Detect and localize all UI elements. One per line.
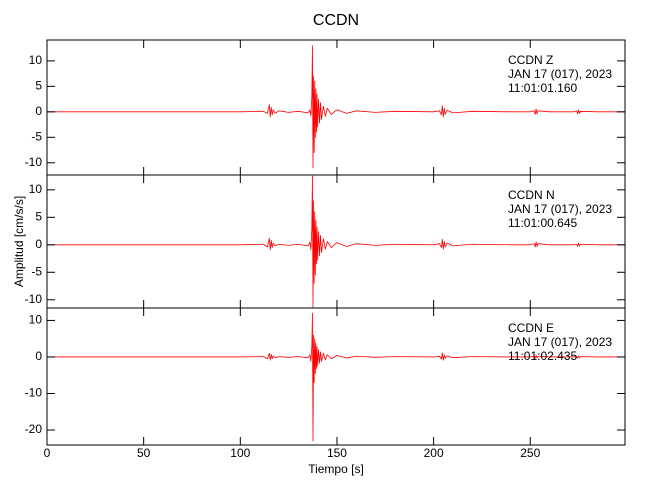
x-axis-label: Tiempo [s] bbox=[308, 462, 364, 476]
annotation: 11:01:00.645 bbox=[508, 216, 578, 230]
y-tick-label: 0 bbox=[35, 349, 42, 363]
annotation: 11:01:02.435 bbox=[508, 349, 578, 363]
panel-frame bbox=[46, 307, 626, 446]
y-tick-label: -5 bbox=[31, 129, 42, 143]
y-tick-label: 5 bbox=[35, 79, 42, 93]
y-tick-label: -10 bbox=[25, 292, 43, 306]
y-tick-label: -20 bbox=[25, 422, 43, 436]
y-tick-label: -10 bbox=[25, 386, 43, 400]
trace bbox=[47, 45, 625, 169]
y-tick-label: 10 bbox=[29, 313, 43, 327]
x-tick-label: 50 bbox=[137, 446, 151, 460]
y-tick-label: 5 bbox=[35, 209, 42, 223]
annotation: CCDN Z bbox=[508, 53, 553, 67]
x-tick-label: 100 bbox=[230, 446, 250, 460]
trace bbox=[47, 312, 625, 442]
y-tick-label: 10 bbox=[29, 53, 43, 67]
annotation: JAN 17 (017), 2023 bbox=[508, 67, 612, 81]
annotation: JAN 17 (017), 2023 bbox=[508, 202, 612, 216]
x-tick-label: 150 bbox=[327, 446, 347, 460]
chart-title: CCDN bbox=[313, 12, 359, 29]
x-tick-label: 250 bbox=[520, 446, 540, 460]
y-axis-label: Amplitud [cm/s/s] bbox=[12, 196, 26, 287]
x-tick-label: 200 bbox=[424, 446, 444, 460]
y-tick-label: 0 bbox=[35, 237, 42, 251]
y-tick-label: -10 bbox=[25, 155, 43, 169]
annotation: 11:01:01.160 bbox=[508, 81, 578, 95]
x-tick-label: 0 bbox=[44, 446, 51, 460]
annotation: JAN 17 (017), 2023 bbox=[508, 335, 612, 349]
y-tick-label: 10 bbox=[29, 182, 43, 196]
y-tick-label: -5 bbox=[31, 264, 42, 278]
trace bbox=[47, 175, 625, 309]
y-tick-label: 0 bbox=[35, 104, 42, 118]
annotation: CCDN E bbox=[508, 321, 554, 335]
annotation: CCDN N bbox=[508, 188, 555, 202]
